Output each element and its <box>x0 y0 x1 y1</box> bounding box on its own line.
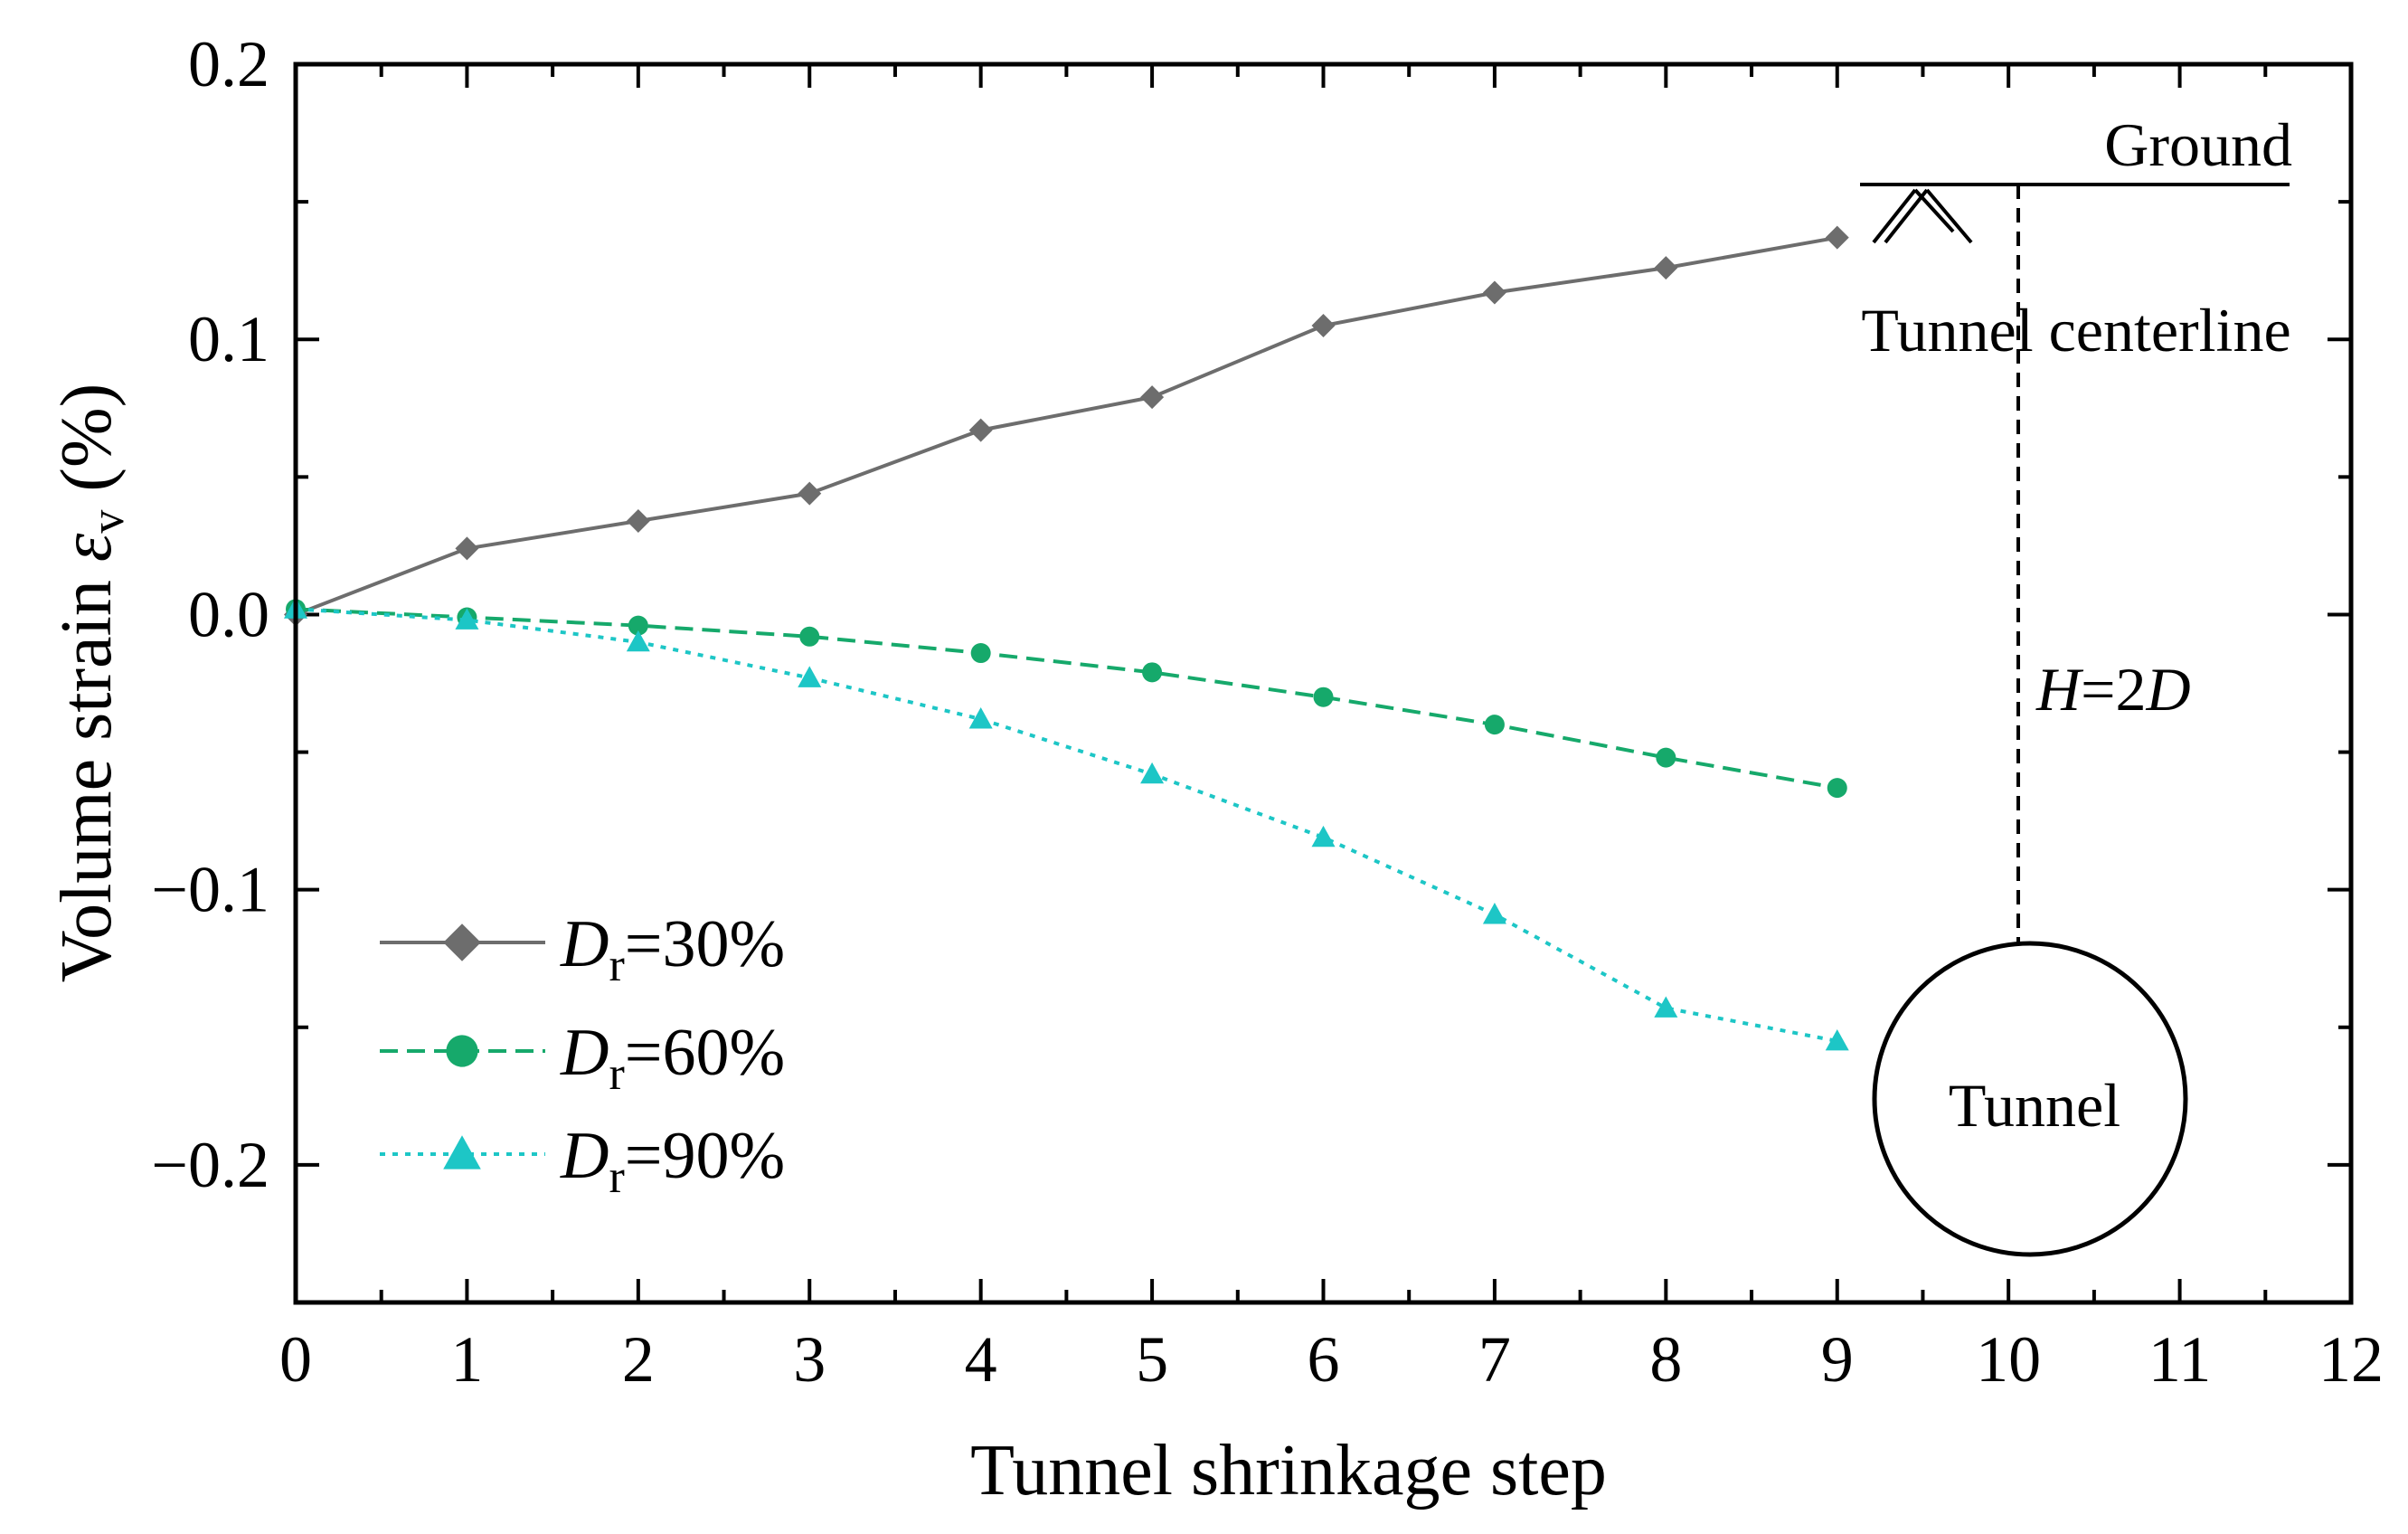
series-diamond <box>284 225 1849 627</box>
data-point-circle <box>799 626 820 647</box>
x-tick-label: 11 <box>2148 1323 2211 1396</box>
y-tick-label: −0.2 <box>151 1129 269 1201</box>
data-point-diamond <box>1311 314 1336 338</box>
x-tick-label: 5 <box>1136 1323 1168 1396</box>
data-point-triangle <box>1654 996 1678 1018</box>
data-point-diamond <box>626 509 650 534</box>
y-tick-label: 0.0 <box>188 578 269 650</box>
data-point-circle <box>1656 747 1676 768</box>
series-layer <box>284 225 1849 1051</box>
legend-label: Dr=90% <box>560 1119 785 1203</box>
data-point-diamond <box>1482 280 1506 305</box>
x-tick-label: 0 <box>279 1323 312 1396</box>
depth-label: H=2D <box>2035 655 2191 724</box>
x-tick-label: 10 <box>1976 1323 2041 1396</box>
legend-label-rest: =60% <box>625 1016 785 1090</box>
legend-label-sub: r <box>609 940 624 991</box>
data-point-diamond <box>1140 385 1165 410</box>
series-triangle <box>284 597 1849 1051</box>
x-tick-label: 7 <box>1478 1323 1511 1396</box>
data-point-circle <box>446 1035 478 1067</box>
x-tick-label: 9 <box>1821 1323 1854 1396</box>
y-axis-title: Volume strain εv (%) <box>47 384 134 983</box>
data-point-diamond <box>443 923 481 961</box>
legend-label-sub: r <box>609 1151 624 1203</box>
data-point-triangle <box>455 608 479 630</box>
x-tick-label: 6 <box>1308 1323 1340 1396</box>
legend-item: Dr=60% <box>380 1016 785 1100</box>
data-point-circle <box>970 643 991 664</box>
legend-label-sub: r <box>609 1048 624 1100</box>
x-tick-label: 4 <box>965 1323 997 1396</box>
tick-labels: 0.20.10.0−0.1−0.20 1 2 3 4 5 6 7 8 9 10 11 12 <box>151 28 2384 1396</box>
legend-label-main: D <box>560 907 609 981</box>
x-grid-ticks <box>294 64 2353 1302</box>
legend-item: Dr=90% <box>380 1119 785 1203</box>
plot-frame <box>293 62 2354 1305</box>
y-title-subscript: v <box>82 510 134 534</box>
data-point-triangle <box>1825 1028 1849 1051</box>
depth-d: D <box>2145 655 2190 724</box>
data-point-diamond <box>968 418 993 442</box>
y-tick-label: 0.2 <box>188 28 269 100</box>
legend: Dr=30%Dr=60%Dr=90% <box>380 907 785 1203</box>
y-title-suffix: (%) <box>47 384 127 510</box>
data-point-circle <box>1142 662 1163 683</box>
x-tick-label: 12 <box>2318 1323 2384 1396</box>
ground-hatch-icon <box>1872 188 1973 244</box>
legend-label-main: D <box>560 1119 609 1193</box>
y-tick-label: −0.1 <box>151 854 269 926</box>
data-point-triangle <box>798 666 822 687</box>
y-title-symbol: ε <box>47 533 127 562</box>
data-point-diamond <box>1825 225 1849 250</box>
data-point-triangle <box>1140 762 1165 784</box>
data-point-diamond <box>455 536 479 561</box>
data-point-circle <box>628 615 648 636</box>
data-point-circle <box>1484 715 1505 735</box>
legend-item: Dr=30% <box>380 907 785 991</box>
data-point-triangle <box>626 630 650 652</box>
data-point-circle <box>1827 778 1847 799</box>
depth-eq: =2 <box>2081 655 2146 724</box>
series-line <box>295 607 1838 1043</box>
data-point-diamond <box>798 481 822 506</box>
data-point-circle <box>1313 687 1334 707</box>
x-tick-label: 8 <box>1649 1323 1682 1396</box>
data-point-diamond <box>1654 256 1678 280</box>
data-point-triangle <box>968 707 993 729</box>
tunnel-schematic: Ground Tunnel centerline H=2D Tunnel <box>1860 110 2292 1257</box>
depth-h: H <box>2035 655 2084 724</box>
data-point-triangle <box>443 1135 481 1169</box>
ground-label: Ground <box>2104 110 2292 179</box>
y-title-prefix: Volume strain <box>47 562 127 982</box>
legend-label: Dr=60% <box>560 1016 785 1100</box>
series-line <box>295 607 1838 791</box>
data-point-triangle <box>1482 903 1506 924</box>
centerline-label: Tunnel centerline <box>1861 296 2290 365</box>
legend-label-rest: =90% <box>625 1119 785 1193</box>
x-tick-label: 3 <box>793 1323 826 1396</box>
data-point-triangle <box>1311 825 1336 847</box>
x-axis-title: Tunnel shrinkage step <box>970 1431 1607 1510</box>
tunnel-circle <box>1872 941 2188 1257</box>
x-tick-label: 1 <box>450 1323 483 1396</box>
legend-label-main: D <box>560 1016 609 1090</box>
series-line <box>295 235 1838 617</box>
y-tick-label: 0.1 <box>188 303 269 375</box>
legend-label-rest: =30% <box>625 907 785 981</box>
series-circle <box>286 599 1847 799</box>
x-tick-label: 2 <box>622 1323 655 1396</box>
legend-label: Dr=30% <box>560 907 785 991</box>
tunnel-label: Tunnel <box>1949 1071 2120 1140</box>
